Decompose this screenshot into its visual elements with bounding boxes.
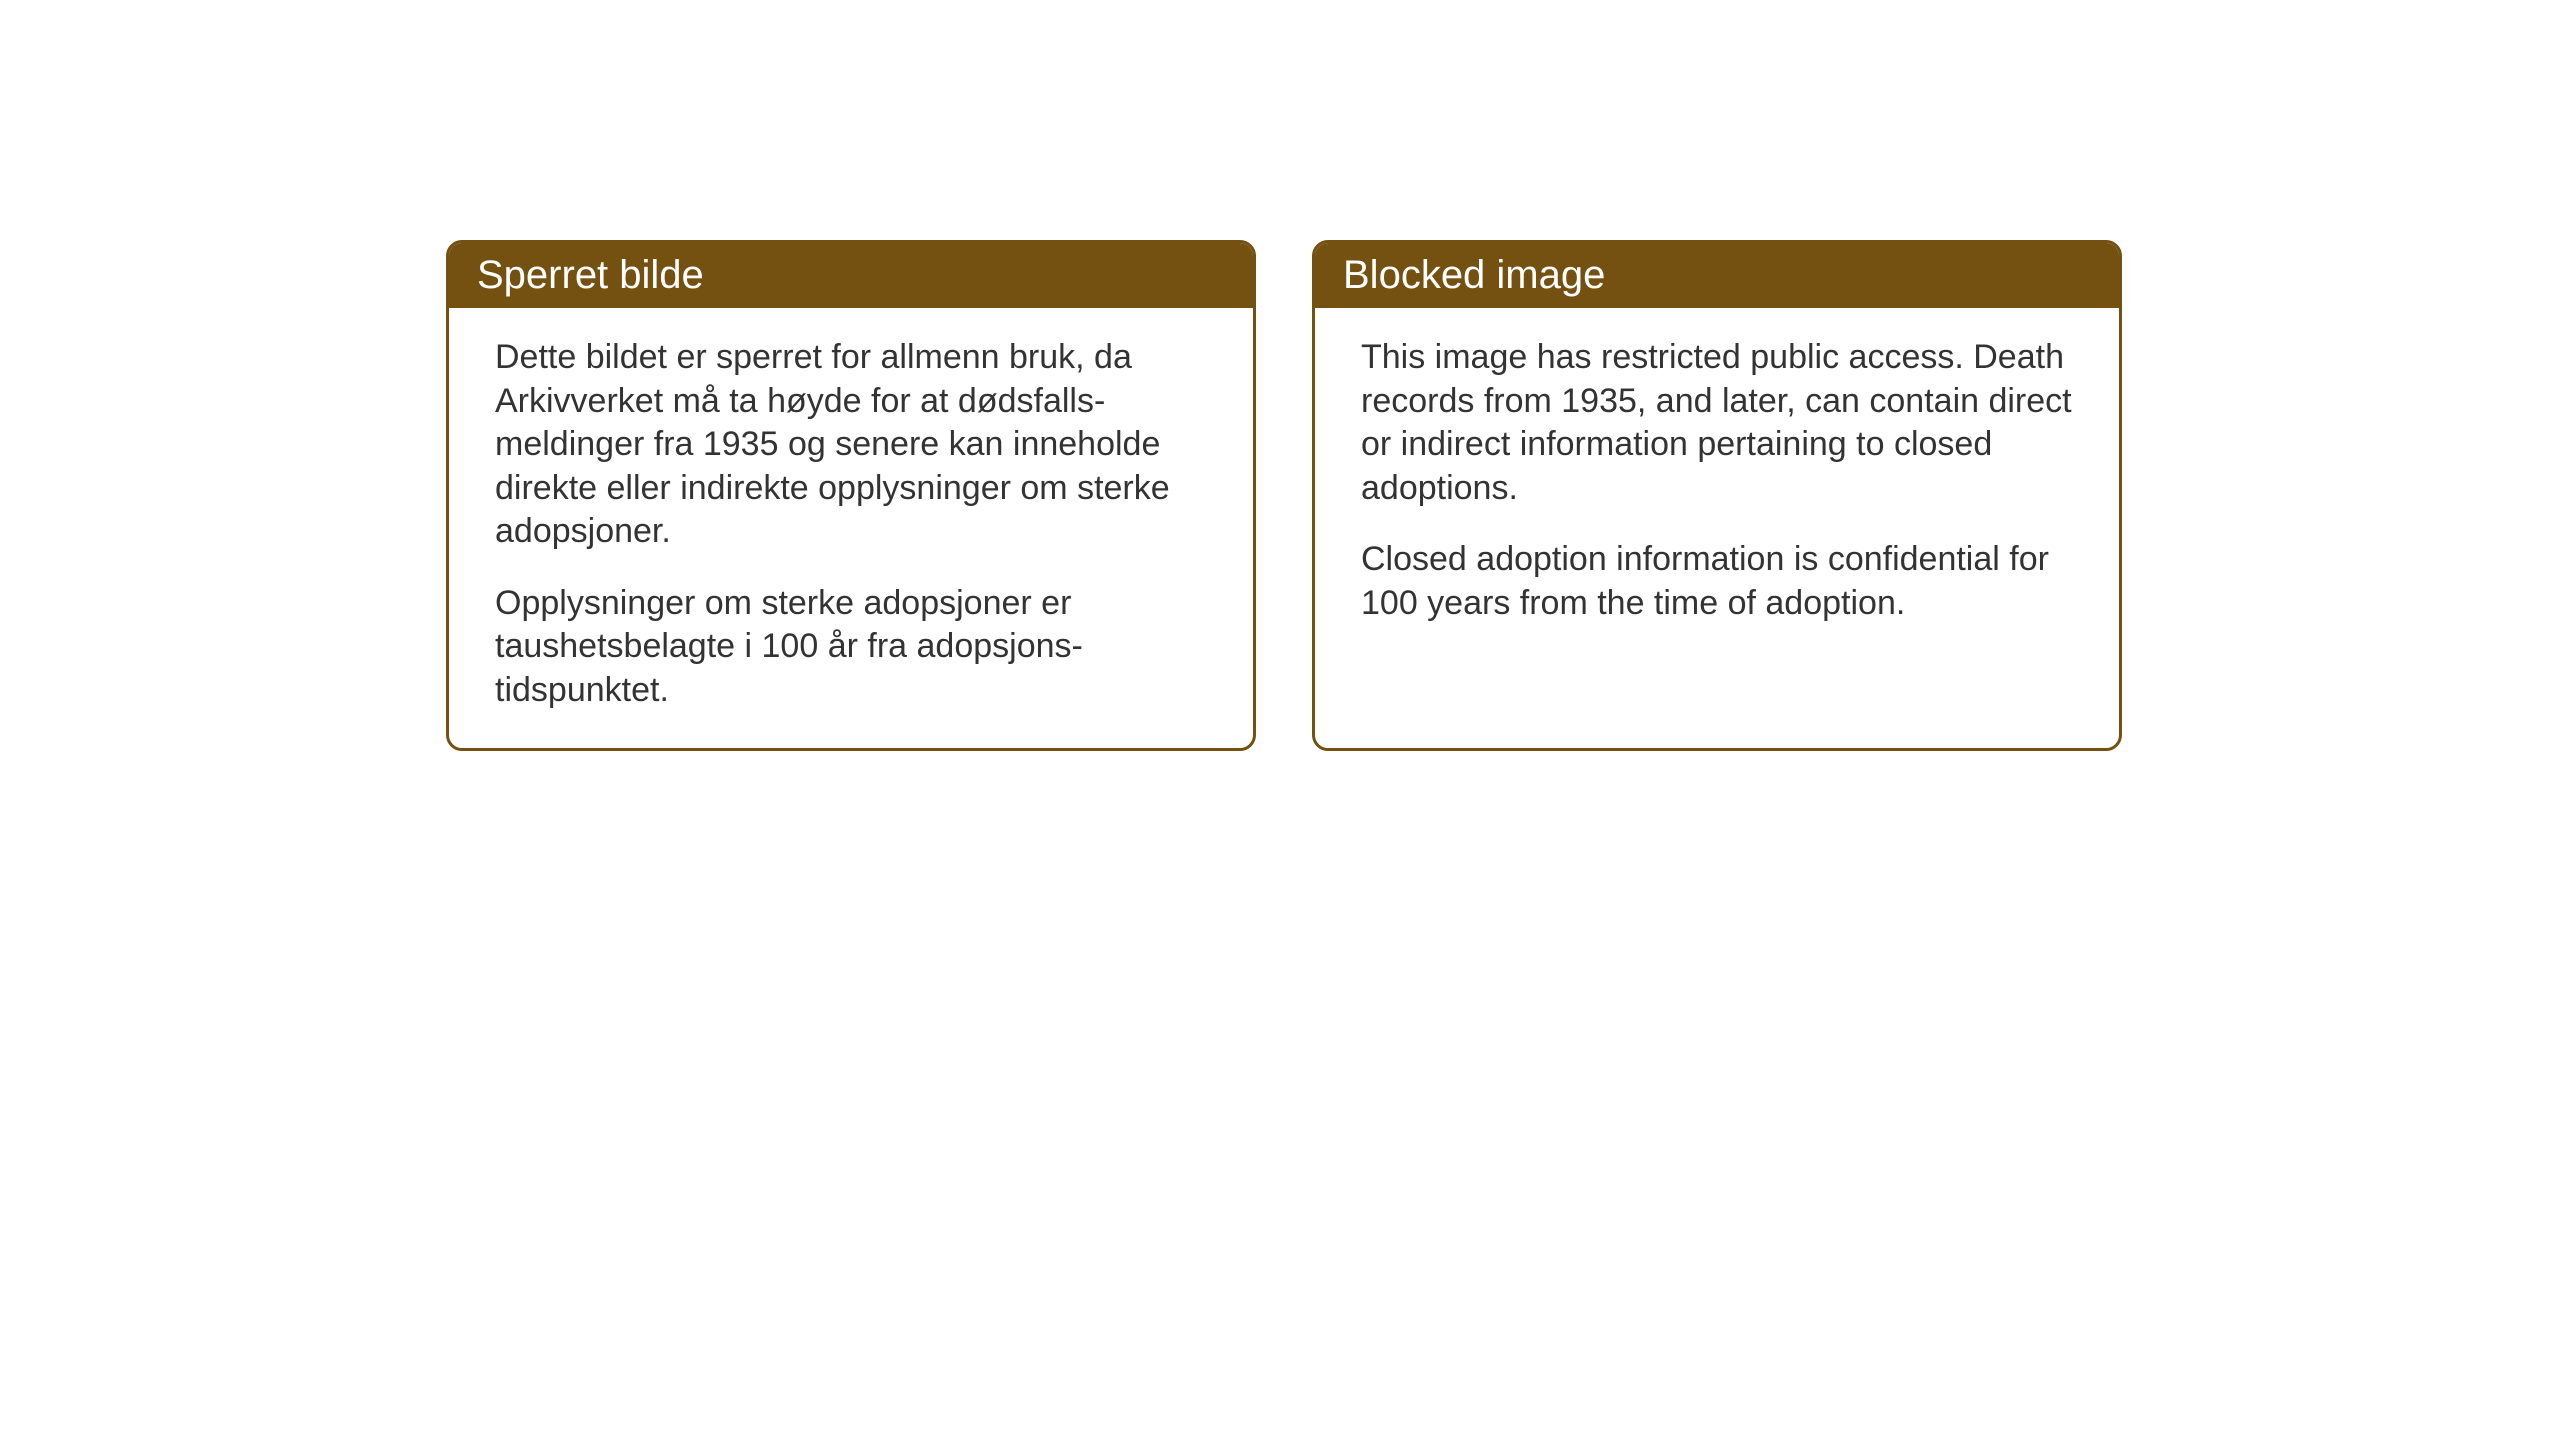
english-card-title: Blocked image <box>1315 243 2119 308</box>
english-paragraph-1: This image has restricted public access.… <box>1361 336 2073 510</box>
english-notice-card: Blocked image This image has restricted … <box>1312 240 2122 751</box>
notice-container: Sperret bilde Dette bildet er sperret fo… <box>446 240 2122 751</box>
norwegian-paragraph-2: Opplysninger om sterke adopsjoner er tau… <box>495 582 1207 713</box>
norwegian-notice-card: Sperret bilde Dette bildet er sperret fo… <box>446 240 1256 751</box>
english-paragraph-2: Closed adoption information is confident… <box>1361 538 2073 625</box>
english-card-body: This image has restricted public access.… <box>1315 308 2119 661</box>
norwegian-card-body: Dette bildet er sperret for allmenn bruk… <box>449 308 1253 748</box>
norwegian-card-title: Sperret bilde <box>449 243 1253 308</box>
norwegian-paragraph-1: Dette bildet er sperret for allmenn bruk… <box>495 336 1207 554</box>
